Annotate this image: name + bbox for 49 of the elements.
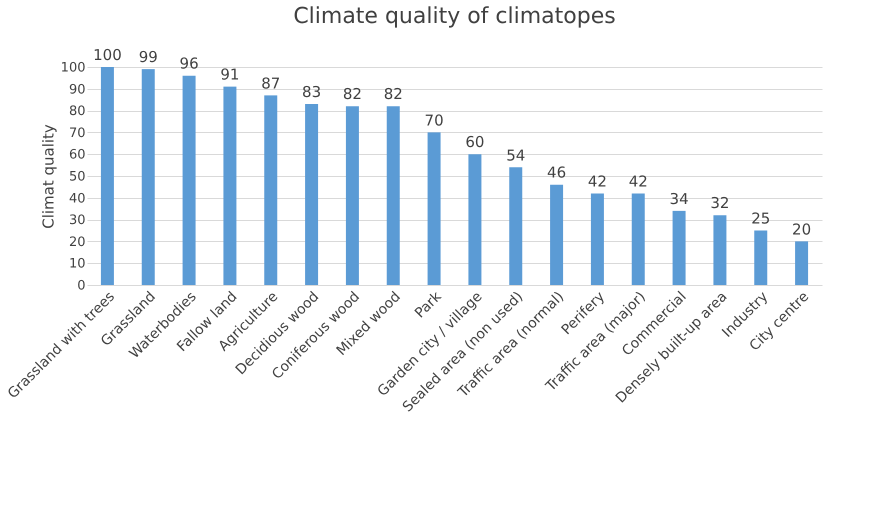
bar	[223, 86, 236, 285]
chart-title: Climate quality of climatopes	[293, 4, 616, 29]
bar	[713, 215, 726, 285]
bar	[182, 76, 196, 285]
data-label: 20	[792, 220, 812, 238]
y-tick-label: 70	[68, 126, 86, 141]
bar	[754, 230, 768, 285]
data-label: 100	[93, 46, 122, 64]
bar	[100, 67, 114, 285]
bar	[550, 184, 564, 285]
y-tick-label: 80	[68, 104, 86, 120]
bar	[672, 210, 686, 285]
data-label: 82	[384, 85, 403, 104]
y-tick-label: 30	[68, 213, 86, 228]
data-label: 83	[302, 83, 322, 102]
data-label: 32	[710, 194, 730, 212]
bar	[795, 241, 808, 285]
data-label: 91	[220, 66, 240, 84]
data-label: 42	[628, 172, 648, 190]
bar	[428, 132, 441, 285]
data-label: 82	[342, 85, 362, 104]
data-label: 34	[670, 190, 689, 208]
y-tick-label: 60	[68, 148, 86, 163]
bar	[632, 193, 645, 285]
y-tick-label: 100	[60, 60, 86, 76]
y-tick-label: 0	[77, 278, 86, 294]
y-tick-label: 40	[68, 191, 86, 206]
bar	[386, 106, 400, 285]
y-tick-label: 90	[68, 82, 86, 98]
data-label: 42	[588, 172, 607, 190]
bar	[305, 104, 318, 285]
y-tick-label: 50	[68, 170, 86, 184]
bar	[142, 69, 155, 285]
bar	[264, 95, 278, 285]
data-label: 46	[547, 164, 566, 182]
bar	[590, 193, 604, 285]
y-tick-label: 10	[68, 256, 86, 272]
data-label: 60	[465, 133, 484, 152]
data-label: 54	[506, 146, 526, 164]
bar	[346, 106, 359, 285]
bar	[468, 154, 482, 285]
data-label: 96	[180, 54, 199, 73]
bar	[509, 167, 522, 285]
data-label: 99	[138, 48, 158, 66]
y-tick-label: 20	[68, 234, 86, 250]
data-label: 70	[424, 111, 444, 130]
data-label: 87	[261, 74, 280, 92]
data-label: 25	[751, 210, 770, 228]
y-axis-title: Climat quality	[40, 124, 58, 229]
